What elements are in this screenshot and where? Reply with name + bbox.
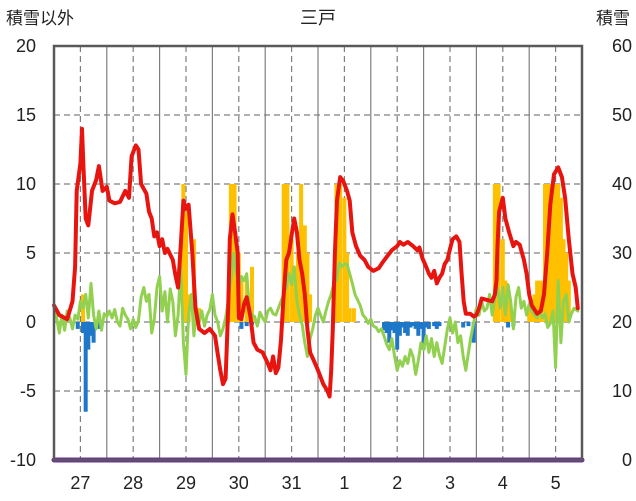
right-tick-label: 10 xyxy=(612,381,632,401)
snowfall-bar xyxy=(250,266,254,322)
snowfall-deficit-bar xyxy=(405,322,410,336)
right-tick-label: 0 xyxy=(622,450,632,470)
snowfall-bar xyxy=(305,253,310,322)
snowfall-deficit-bar xyxy=(432,322,437,327)
snowfall-deficit-bar xyxy=(382,322,386,331)
snowfall-bar xyxy=(239,280,244,322)
x-tick-label: 29 xyxy=(176,473,196,493)
left-tick-label: 20 xyxy=(16,36,36,56)
snowfall-deficit-bar xyxy=(421,322,426,350)
x-tick-label: 5 xyxy=(551,473,561,493)
snowfall-deficit-bar xyxy=(395,322,400,350)
x-tick-label: 27 xyxy=(70,473,90,493)
left-tick-label: 15 xyxy=(16,105,36,125)
snowfall-deficit-bar xyxy=(86,322,91,350)
left-tick-label: -5 xyxy=(20,381,36,401)
snowfall-bar xyxy=(184,211,188,322)
snowfall-bar xyxy=(295,253,300,322)
chart-title: 三戸 xyxy=(300,8,336,28)
snowfall-bar xyxy=(492,184,497,322)
snowfall-bar xyxy=(527,308,532,322)
x-tick-label: 31 xyxy=(282,473,302,493)
snowfall-bar xyxy=(566,280,571,322)
x-tick-label: 30 xyxy=(229,473,249,493)
snowfall-deficit-bar xyxy=(392,322,397,334)
snowfall-bar xyxy=(299,184,304,322)
snowfall-bar xyxy=(351,308,356,322)
snowfall-deficit-bar xyxy=(397,322,402,336)
snowfall-deficit-bar xyxy=(83,322,88,412)
snowfall-deficit-bar xyxy=(384,322,389,334)
snowfall-bar xyxy=(281,184,286,322)
snowfall-bar xyxy=(338,184,343,322)
snowfall-bar xyxy=(543,184,548,322)
right-axis-label: 積雪 xyxy=(596,9,630,28)
snowfall-bar xyxy=(564,253,569,322)
x-tick-label: 4 xyxy=(498,473,508,493)
snowfall-bar xyxy=(558,197,563,322)
snowfall-deficit-bar xyxy=(471,322,476,343)
right-tick-label: 60 xyxy=(612,36,632,56)
snowfall-deficit-bar xyxy=(400,322,405,328)
x-tick-label: 3 xyxy=(445,473,455,493)
wind-line xyxy=(52,251,580,376)
left-tick-label: 10 xyxy=(16,174,36,194)
snowfall-deficit-bar xyxy=(466,322,471,327)
snowfall-deficit-bar xyxy=(424,322,429,328)
snowfall-deficit-bar xyxy=(418,322,423,329)
snowfall-deficit-bar xyxy=(426,322,431,329)
snowfall-deficit-bar xyxy=(411,322,416,327)
x-tick-label: 1 xyxy=(339,473,349,493)
right-tick-label: 30 xyxy=(612,243,632,263)
snowfall-deficit-bar xyxy=(387,322,392,343)
tick-labels: -10 -5 0 5 10 15 20 0 10 20 30 40 50 60 27 28 29 30 31 1 2 3 4… xyxy=(10,36,632,493)
temperature-line xyxy=(52,126,580,399)
snowfall-deficit-bar xyxy=(413,322,418,329)
snowfall-bar xyxy=(345,253,350,322)
right-tick-label: 40 xyxy=(612,174,632,194)
snowfall-deficit-bar xyxy=(244,322,249,327)
snowfall-bar xyxy=(181,184,186,322)
snowfall-bar xyxy=(550,184,555,322)
right-tick-label: 50 xyxy=(612,105,632,125)
left-tick-label: -10 xyxy=(10,450,36,470)
snowfall-deficit-bar xyxy=(408,322,413,328)
snowfall-bar xyxy=(292,266,297,322)
snowfall-deficit-bar xyxy=(506,322,511,328)
snowfall-bar xyxy=(529,308,534,322)
right-tick-label: 20 xyxy=(612,312,632,332)
snowfall-bar xyxy=(500,239,505,322)
snowfall-bar xyxy=(535,280,540,322)
snowfall-deficit-bar xyxy=(461,322,466,328)
left-tick-label: 0 xyxy=(26,312,36,332)
snowfall-deficit-bar xyxy=(389,322,394,331)
axes xyxy=(52,44,584,462)
snowfall-bar xyxy=(342,197,347,322)
snowfall-bar xyxy=(308,294,313,322)
snowfall-deficit-bar xyxy=(239,322,244,329)
snowfall-bar xyxy=(561,239,566,322)
snowfall-bar xyxy=(302,225,307,322)
snowfall-deficit-bar xyxy=(403,322,408,334)
snowfall-deficit-bar xyxy=(91,322,96,343)
left-tick-label: 5 xyxy=(26,243,36,263)
snowfall-deficit-bar xyxy=(437,322,442,327)
x-tick-label: 2 xyxy=(392,473,402,493)
left-axis-label: 積雪以外 xyxy=(6,9,74,28)
snowfall-deficit-bar xyxy=(75,322,80,329)
snowfall-bar xyxy=(548,184,553,322)
snowfall-bar xyxy=(347,308,352,322)
snowfall-deficit-bar xyxy=(81,322,86,334)
snowfall-bar xyxy=(556,184,561,322)
plot-frame xyxy=(52,44,584,462)
snowfall-bar xyxy=(553,184,558,322)
x-tick-label: 28 xyxy=(123,473,143,493)
snowfall-deficit-bar xyxy=(416,322,421,336)
snowfall-deficit-bar xyxy=(88,322,93,336)
snowfall-deficit-bar xyxy=(96,322,101,329)
snowfall-bar xyxy=(506,294,511,322)
snowfall-deficit-bar xyxy=(434,322,439,329)
